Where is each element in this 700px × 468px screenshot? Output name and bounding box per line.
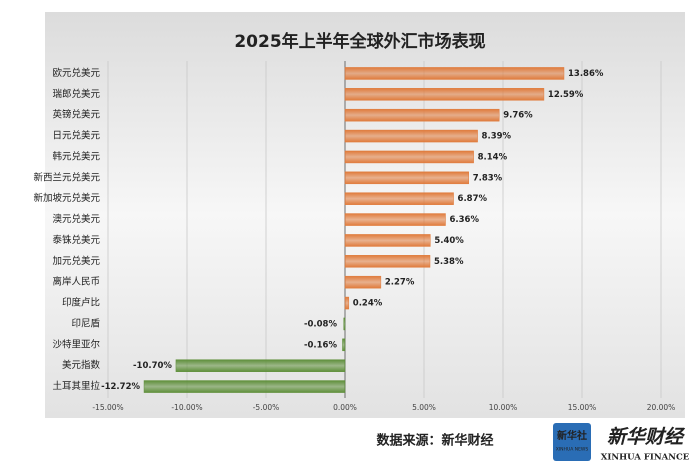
value-label: -0.16% xyxy=(304,340,337,350)
y-tick-label: 澳元兑美元 xyxy=(52,213,100,225)
chart-title: 2025年上半年全球外汇市场表现 xyxy=(234,31,485,52)
bar xyxy=(344,296,350,310)
value-label: 5.38% xyxy=(434,257,464,267)
bar xyxy=(344,213,446,226)
value-label: -0.08% xyxy=(304,319,337,329)
bar xyxy=(343,317,346,331)
y-tick-label: 日元兑美元 xyxy=(52,130,100,142)
x-tick-label: -15.00% xyxy=(92,403,123,412)
y-tick-label: 泰铢兑美元 xyxy=(52,234,100,246)
value-label: 5.40% xyxy=(434,236,464,246)
y-tick-label: 印度卢比 xyxy=(62,297,100,309)
y-tick-label: 美元指数 xyxy=(62,359,101,371)
logo-brand-en: XINHUA FINANCE xyxy=(601,453,690,463)
source: 数据来源：新华财经 xyxy=(376,433,493,449)
y-tick-label: 新西兰元兑美元 xyxy=(33,171,100,183)
value-label: 2.27% xyxy=(385,278,415,288)
x-tick-label: 5.00% xyxy=(412,403,436,412)
value-label: 12.59% xyxy=(548,90,584,100)
value-label: 6.87% xyxy=(458,194,488,204)
logo-agency-en: XINHUA NEWS xyxy=(556,447,589,453)
y-tick-label: 新加坡元兑美元 xyxy=(33,192,100,204)
bar xyxy=(344,275,382,289)
value-label: 9.76% xyxy=(503,111,533,121)
x-tick-label: -10.00% xyxy=(171,403,202,412)
logo-brand: 新华财经 xyxy=(607,426,686,448)
y-tick-label: 印尼盾 xyxy=(71,317,100,329)
y-tick-label: 沙特里亚尔 xyxy=(52,338,100,350)
value-label: 6.36% xyxy=(449,215,479,225)
value-label: 8.39% xyxy=(482,132,512,142)
bar xyxy=(344,150,474,164)
value-label: -10.70% xyxy=(133,361,172,371)
bar xyxy=(344,171,469,185)
logo-box xyxy=(553,423,591,461)
x-tick-label: 0.00% xyxy=(333,403,357,412)
bar xyxy=(344,255,431,268)
bar xyxy=(342,338,346,352)
bar xyxy=(344,129,478,143)
x-tick-label: -5.00% xyxy=(253,403,280,412)
value-label: 0.24% xyxy=(353,299,383,309)
y-tick-label: 欧元兑美元 xyxy=(52,67,100,79)
bar xyxy=(344,192,454,205)
y-tick-label: 离岸人民币 xyxy=(52,276,100,288)
x-tick-label: 15.00% xyxy=(568,403,597,412)
y-tick-label: 英镑兑美元 xyxy=(52,109,100,121)
y-tick-label: 土耳其里拉 xyxy=(52,380,100,392)
bar xyxy=(344,88,545,101)
y-tick-label: 瑞郎兑美元 xyxy=(52,88,100,100)
bar xyxy=(344,234,431,247)
value-label: 8.14% xyxy=(478,152,508,162)
y-tick-label: 加元兑美元 xyxy=(52,255,100,267)
bar xyxy=(175,359,346,372)
bar xyxy=(344,108,500,122)
value-label: 13.86% xyxy=(568,69,604,79)
value-label: -12.72% xyxy=(101,382,140,392)
x-tick-label: 10.00% xyxy=(489,403,518,412)
x-tick-label: 20.00% xyxy=(647,403,676,412)
logo-agency: 新华社 xyxy=(557,429,587,442)
bar xyxy=(344,67,565,80)
bar xyxy=(143,380,346,393)
y-tick-label: 韩元兑美元 xyxy=(52,150,100,162)
value-label: 7.83% xyxy=(473,173,503,183)
